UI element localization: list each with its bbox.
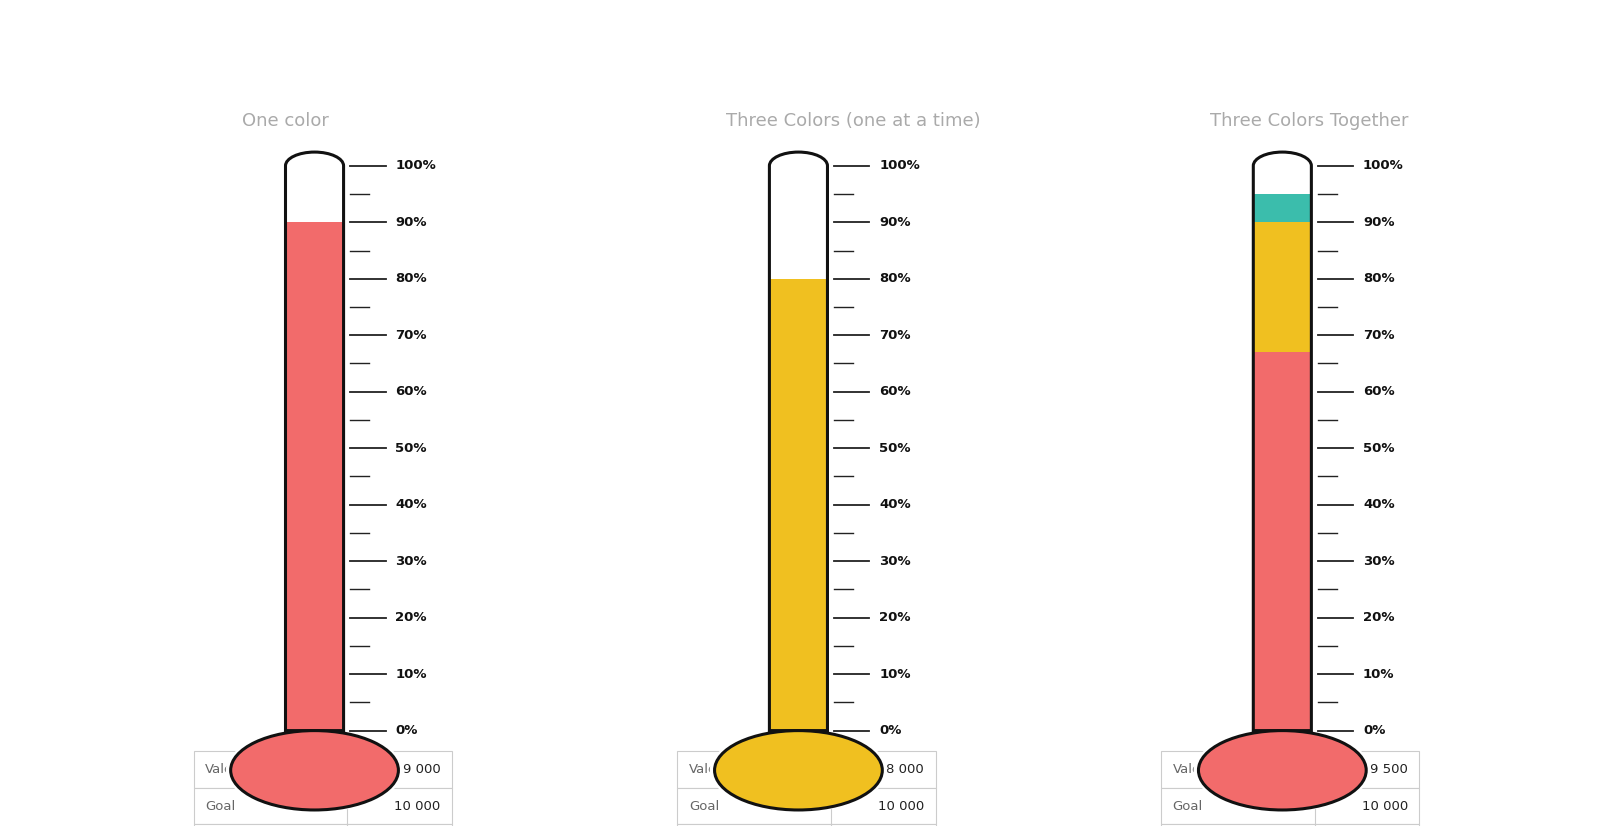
Text: 100%: 100% (879, 159, 919, 173)
Bar (1253, 222, 1311, 352)
Text: 60%: 60% (395, 385, 427, 398)
Text: 30%: 30% (879, 555, 911, 567)
Text: 10 000: 10 000 (394, 800, 440, 813)
Text: 10 000: 10 000 (877, 800, 924, 813)
Circle shape (715, 730, 882, 810)
Text: 70%: 70% (395, 329, 427, 342)
Text: 0%: 0% (879, 724, 902, 737)
Text: 100%: 100% (395, 159, 436, 173)
Circle shape (231, 730, 398, 810)
Text: 20%: 20% (1363, 611, 1395, 624)
Bar (1255, 723, 1310, 746)
Text: 8 000: 8 000 (887, 763, 924, 776)
Text: 80%: 80% (1363, 273, 1395, 285)
Text: Goal: Goal (1173, 800, 1203, 813)
Bar (287, 166, 342, 222)
Text: 10%: 10% (1363, 667, 1395, 681)
Bar (677, 751, 936, 788)
Bar (1255, 166, 1310, 194)
Bar (769, 278, 827, 730)
Text: 70%: 70% (1363, 329, 1395, 342)
Text: 10%: 10% (879, 667, 911, 681)
Text: Thermometer Charts: Thermometer Charts (669, 18, 944, 45)
Text: 40%: 40% (1363, 498, 1395, 511)
Bar (194, 824, 452, 826)
PathPatch shape (286, 152, 344, 730)
Text: 20%: 20% (879, 611, 911, 624)
Text: 90%: 90% (879, 216, 911, 229)
Text: 20%: 20% (395, 611, 427, 624)
Text: Valeur: Valeur (205, 763, 247, 776)
Bar (287, 166, 342, 222)
Text: 60%: 60% (879, 385, 911, 398)
Text: 70%: 70% (879, 329, 911, 342)
Bar (286, 222, 344, 730)
Circle shape (710, 729, 887, 812)
Text: 90%: 90% (1363, 216, 1395, 229)
PathPatch shape (769, 152, 827, 730)
Text: Goal: Goal (689, 800, 719, 813)
Bar (771, 166, 826, 278)
Text: Valeur: Valeur (1173, 763, 1215, 776)
Text: 30%: 30% (395, 555, 427, 567)
Bar (769, 278, 827, 730)
Bar (287, 723, 342, 746)
Circle shape (1198, 730, 1366, 810)
Bar (194, 788, 452, 824)
Text: One color: One color (242, 112, 329, 131)
Bar (194, 751, 452, 788)
Text: 50%: 50% (395, 442, 427, 454)
Bar (771, 166, 826, 278)
Bar (1253, 222, 1311, 352)
Text: 50%: 50% (1363, 442, 1395, 454)
Text: 40%: 40% (395, 498, 427, 511)
Text: 0%: 0% (395, 724, 418, 737)
Bar (677, 824, 936, 826)
Text: 30%: 30% (1363, 555, 1395, 567)
Bar (677, 788, 936, 824)
Text: ///  ADNIA: /// ADNIA (26, 19, 153, 44)
Text: Three Colors (one at a time): Three Colors (one at a time) (726, 112, 981, 131)
Text: 40%: 40% (879, 498, 911, 511)
Circle shape (226, 729, 403, 812)
Text: 80%: 80% (395, 273, 427, 285)
Bar (286, 222, 344, 730)
Text: 10%: 10% (395, 667, 427, 681)
Text: 80%: 80% (879, 273, 911, 285)
Bar (1161, 788, 1419, 824)
Text: 9 500: 9 500 (1371, 763, 1408, 776)
Text: Three Colors Together: Three Colors Together (1210, 112, 1408, 131)
Bar (771, 723, 826, 746)
Bar (1253, 194, 1311, 222)
Bar (1253, 194, 1311, 222)
PathPatch shape (1253, 152, 1311, 730)
Circle shape (1194, 729, 1371, 812)
Text: 0%: 0% (1363, 724, 1386, 737)
Bar (1255, 166, 1310, 194)
Text: 10 000: 10 000 (1361, 800, 1408, 813)
Text: 90%: 90% (395, 216, 427, 229)
Bar (1161, 824, 1419, 826)
Text: Valeur: Valeur (689, 763, 731, 776)
Text: Goal: Goal (205, 800, 235, 813)
Bar (1161, 751, 1419, 788)
Bar (1253, 352, 1311, 730)
Text: 100%: 100% (1363, 159, 1403, 173)
Text: 50%: 50% (879, 442, 911, 454)
Text: 60%: 60% (1363, 385, 1395, 398)
Bar (1253, 352, 1311, 730)
Text: 9 000: 9 000 (403, 763, 440, 776)
